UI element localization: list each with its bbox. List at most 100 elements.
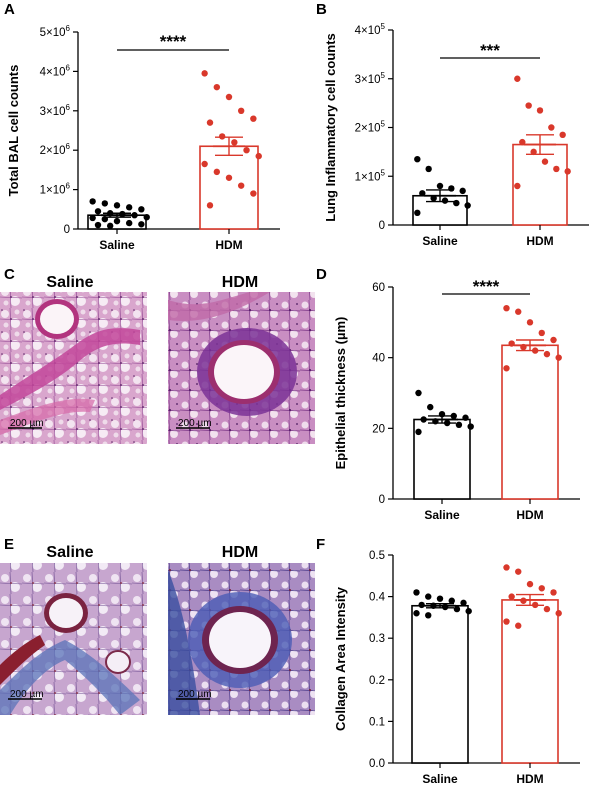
data-point-a-saline	[125, 219, 133, 227]
category-label-b-saline: Saline	[422, 234, 458, 248]
bar-d-saline	[413, 418, 471, 500]
data-point-b-hdm	[530, 148, 537, 156]
data-point-d-saline	[415, 428, 422, 436]
y-axis-label-a: Total BAL cell counts	[6, 65, 21, 197]
y-tick-label-b: 3×105	[355, 71, 386, 86]
data-point-b-saline	[414, 209, 421, 217]
data-point-b-hdm	[553, 165, 560, 173]
data-point-a-saline	[113, 202, 121, 209]
histology-c-hdm-image: 200 µm	[168, 292, 315, 444]
data-point-b-saline	[453, 199, 460, 207]
histology-e-saline-scale: 200 µm	[10, 689, 44, 700]
data-point-a-hdm	[206, 202, 214, 209]
data-point-d-hdm	[550, 336, 557, 344]
y-tick-label-f: 0.3	[369, 633, 385, 645]
data-point-a-saline	[113, 217, 121, 225]
y-tick-label-d: 60	[372, 282, 385, 294]
category-label-f-saline: Saline	[422, 772, 458, 786]
data-point-a-saline	[101, 200, 109, 207]
y-tick-label-a: 1×106	[40, 182, 71, 197]
y-tick-label-d: 0	[379, 494, 385, 506]
y-tick-label-a: 4×106	[40, 63, 71, 78]
y-tick-label-b: 2×105	[355, 120, 386, 135]
y-tick-label-b: 4×105	[355, 22, 386, 37]
category-label-a-hdm: HDM	[215, 238, 242, 252]
data-point-a-hdm	[225, 174, 233, 181]
data-point-d-saline	[467, 423, 474, 430]
data-point-a-hdm	[201, 70, 208, 77]
data-point-f-saline	[413, 589, 420, 596]
histology-panel-e: Saline HDM 200 µm 200 µm	[0, 544, 315, 715]
y-axis-label-f: Collagen Area Intensity	[333, 586, 348, 731]
bar-d-hdm	[501, 344, 559, 500]
data-point-a-hdm	[225, 93, 233, 101]
chart-panel-a: 0 1×106 2×106 3×106 4×106 5×106 Total BAL cell…	[6, 24, 280, 252]
panel-label-e: E	[4, 536, 14, 553]
data-point-a-saline	[131, 212, 138, 219]
data-point-f-saline	[441, 603, 449, 611]
histology-panel-c: Saline HDM 200 µm 200 µm	[0, 274, 315, 444]
data-point-d-hdm	[543, 350, 551, 358]
data-point-b-hdm	[514, 75, 521, 82]
data-point-b-saline	[419, 190, 426, 197]
data-point-b-saline	[464, 202, 471, 209]
data-point-a-saline	[89, 214, 96, 222]
data-point-b-saline	[459, 187, 466, 195]
data-point-b-hdm	[514, 182, 521, 190]
data-point-a-hdm	[250, 190, 257, 197]
histology-c-right-title: HDM	[222, 274, 258, 291]
histology-e-hdm-scale: 200 µm	[178, 689, 212, 700]
data-point-a-hdm	[255, 152, 262, 160]
bar-a-hdm	[199, 145, 259, 230]
histology-c-hdm-scale: 200 µm	[178, 418, 212, 429]
y-tick-label-f: 0.1	[369, 716, 385, 728]
category-label-a-saline: Saline	[99, 238, 135, 252]
data-point-f-hdm	[515, 622, 522, 629]
y-tick-label-f: 0.2	[369, 675, 385, 687]
chart-panel-b: 0 1×105 2×105 3×105 4×105 Lung Inflammatory c…	[323, 22, 589, 248]
data-point-b-hdm	[548, 124, 555, 131]
data-point-d-hdm	[515, 308, 522, 315]
data-point-d-saline	[420, 416, 427, 423]
panel-label-c: C	[4, 266, 15, 283]
y-axis-label-b: Lung Inflammatory cell counts	[323, 33, 338, 222]
chart-panel-f: 0.0 0.1 0.2 0.3 0.4 0.5 Collagen Area Intensit…	[333, 550, 580, 786]
data-point-a-hdm	[206, 119, 214, 126]
data-point-a-saline	[89, 198, 96, 205]
data-point-a-saline	[119, 210, 126, 218]
data-point-a-saline	[138, 206, 145, 213]
data-point-d-hdm	[555, 354, 562, 361]
data-point-f-hdm	[555, 610, 562, 617]
data-point-b-hdm	[541, 158, 549, 165]
panel-label-f: F	[316, 536, 325, 553]
data-point-f-saline	[448, 597, 455, 604]
histology-c-saline-image: 200 µm	[0, 292, 147, 444]
data-point-d-saline	[462, 414, 469, 421]
data-point-f-saline	[460, 599, 467, 607]
data-point-f-hdm	[538, 585, 545, 592]
y-axis-label-d: Epithelial thickness (µm)	[333, 317, 348, 470]
data-point-b-saline	[414, 155, 421, 163]
data-point-a-saline	[94, 208, 102, 215]
data-point-f-hdm	[515, 568, 522, 575]
data-point-a-saline	[106, 222, 114, 230]
histology-c-saline-scale: 200 µm	[10, 418, 44, 429]
histology-e-right-title: HDM	[222, 544, 258, 561]
data-point-d-saline	[415, 389, 422, 397]
data-point-d-hdm	[508, 340, 515, 347]
data-point-f-hdm	[503, 564, 510, 571]
data-point-f-hdm	[503, 618, 510, 625]
data-point-a-saline	[125, 204, 133, 211]
data-point-a-saline	[138, 221, 145, 228]
data-point-b-saline	[448, 185, 455, 192]
data-point-b-hdm	[536, 107, 544, 114]
y-tick-label-b: 1×105	[355, 168, 386, 183]
category-label-f-hdm: HDM	[516, 772, 543, 786]
y-tick-label-a: 2×106	[40, 142, 71, 157]
data-point-b-saline	[425, 165, 432, 173]
data-point-d-saline	[427, 403, 434, 411]
data-point-f-hdm	[550, 589, 557, 596]
data-point-f-hdm	[526, 580, 534, 588]
data-point-d-hdm	[503, 305, 510, 312]
y-tick-label-a: 3×106	[40, 103, 71, 118]
